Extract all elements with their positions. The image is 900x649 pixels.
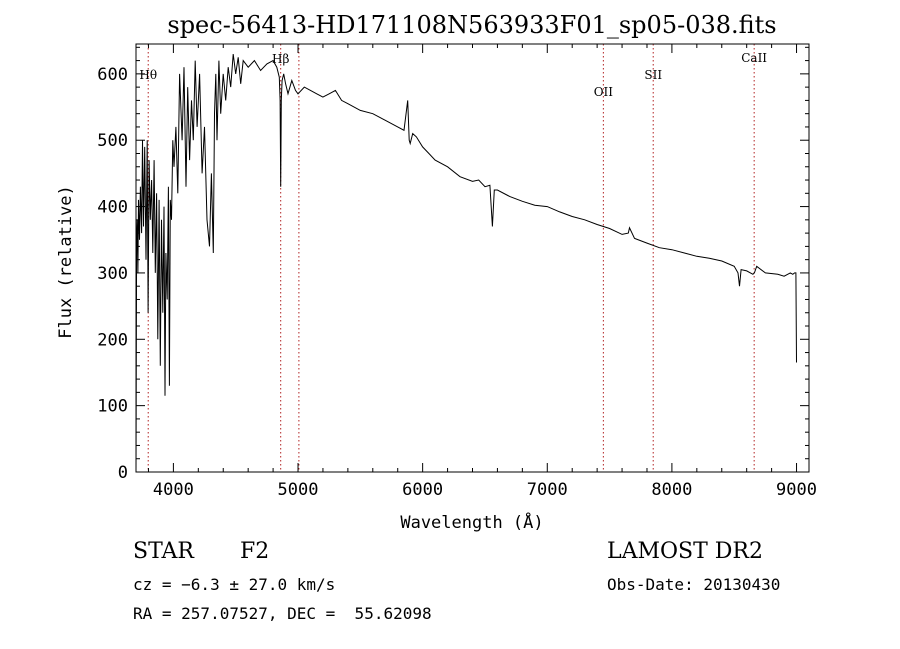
line-marker-label: CaII [741, 51, 767, 65]
x-tick-label: 5000 [278, 480, 319, 500]
y-tick-label: 400 [97, 198, 128, 218]
y-tick-label: 100 [97, 397, 128, 417]
x-tick-label: 8000 [651, 480, 692, 500]
line-marker-label: Hβ [272, 52, 289, 66]
x-tick-label: 9000 [776, 480, 817, 500]
spectrum-line [135, 53, 797, 473]
x-tick-label: 4000 [153, 480, 194, 500]
y-tick-label: 300 [97, 264, 128, 284]
y-tick-label: 200 [97, 330, 128, 350]
line-marker-label: SII [644, 68, 662, 82]
spectral-line-markers: Hθ Hβ OII SII CaII [139, 44, 767, 472]
observation-date: Obs-Date: 20130430 [607, 575, 781, 594]
chart-title: spec-56413-HD171108N563933F01_sp05-038.f… [167, 11, 776, 39]
survey-name: LAMOST DR2 [607, 539, 763, 564]
spectrum-series [135, 53, 797, 473]
x-tick-label: 7000 [527, 480, 568, 500]
plot-axes: 4000 5000 6000 7000 8000 9000 0 100 200 300 400 500… [97, 43, 817, 500]
y-axis-label: Flux (relative) [56, 185, 76, 339]
ra-dec-coordinates: RA = 257.07527, DEC = 55.62098 [133, 604, 432, 623]
y-tick-label: 0 [118, 463, 128, 483]
object-class: STAR [133, 539, 194, 564]
x-tick-label: 6000 [402, 480, 443, 500]
x-axis-label: Wavelength (Å) [400, 511, 543, 533]
line-marker-label: OII [594, 85, 614, 99]
spectral-subclass: F2 [240, 539, 270, 564]
redshift-velocity: cz = −6.3 ± 27.0 km/s [133, 575, 336, 594]
y-tick-label: 600 [97, 65, 128, 85]
line-marker-label: Hθ [139, 68, 157, 82]
y-tick-label: 500 [97, 131, 128, 151]
